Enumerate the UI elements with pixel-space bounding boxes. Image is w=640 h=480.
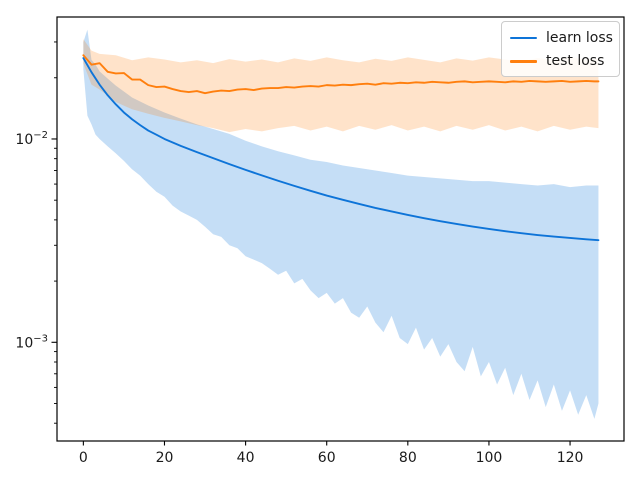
svg-text:40: 40 xyxy=(237,450,255,466)
svg-text:0: 0 xyxy=(79,450,88,466)
svg-text:20: 20 xyxy=(156,450,174,466)
svg-text:120: 120 xyxy=(557,450,584,466)
legend-line-swatch-learn-loss xyxy=(510,36,537,40)
legend-item-test-loss: test loss xyxy=(510,52,609,70)
legend-label-test-loss: test loss xyxy=(546,53,605,70)
legend-label-learn-loss: learn loss xyxy=(546,30,613,46)
svg-text:100: 100 xyxy=(476,450,503,466)
svg-text:80: 80 xyxy=(399,450,417,466)
svg-text:10−3: 10−3 xyxy=(15,333,48,351)
legend-line-swatch-test-loss xyxy=(510,59,537,63)
legend: learn loss test loss xyxy=(501,21,620,78)
legend-item-learn-loss: learn loss xyxy=(510,29,613,47)
svg-text:10−2: 10−2 xyxy=(15,130,48,148)
svg-text:60: 60 xyxy=(318,450,336,466)
